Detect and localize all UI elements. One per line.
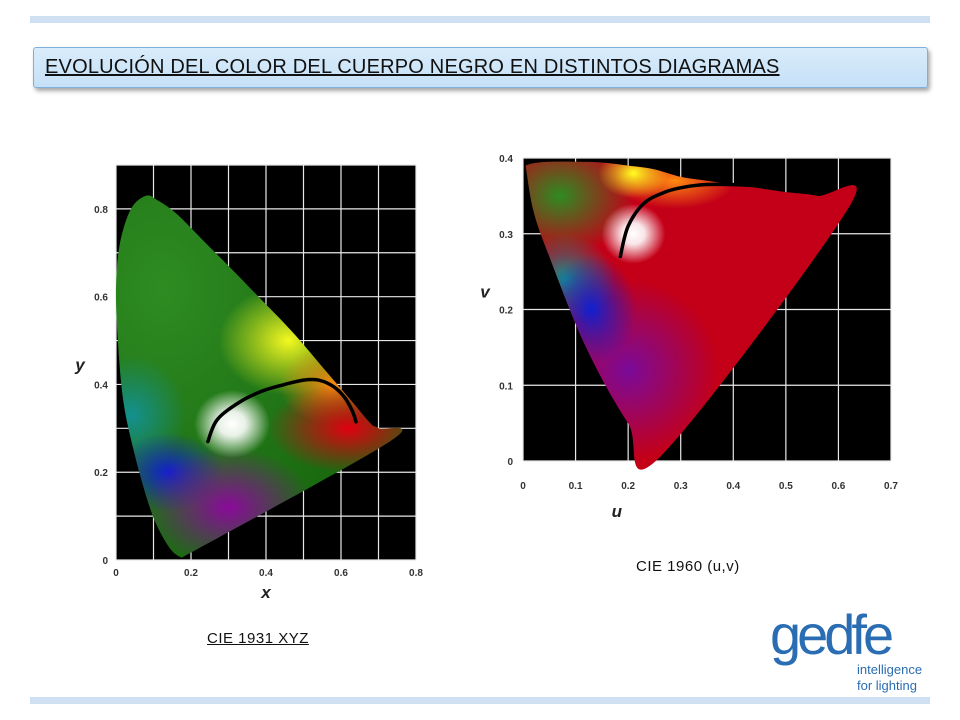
y-axis-label: v: [480, 282, 491, 301]
yellow-region: [598, 161, 669, 199]
x-tick-labels: 0 0.1 0.2 0.3 0.4 0.5 0.6 0.7: [520, 481, 898, 492]
caption-cie-1960: CIE 1960 (u,v): [636, 558, 740, 575]
x-tick-label: 0.3: [674, 481, 688, 492]
x-tick-labels: 0 0.2 0.4 0.6 0.8: [113, 568, 423, 579]
x-tick-label: 0.1: [569, 481, 583, 492]
top-rule: [30, 16, 930, 23]
y-tick-label: 0.3: [499, 230, 513, 241]
x-tick-label: 0.4: [259, 568, 273, 579]
x-tick-label: 0.6: [831, 481, 845, 492]
x-tick-label: 0.7: [884, 481, 898, 492]
x-axis-label: u: [612, 502, 623, 521]
y-tick-label: 0.2: [499, 306, 513, 317]
bottom-rule: [30, 697, 930, 704]
logo-tagline-2: for lighting: [857, 678, 917, 693]
title-box: EVOLUCIÓN DEL COLOR DEL CUERPO NEGRO EN …: [33, 47, 928, 88]
x-tick-label: 0: [520, 481, 526, 492]
x-axis-label: x: [260, 583, 272, 602]
x-tick-label: 0.8: [409, 568, 423, 579]
cie-1960-chart: 0 0.1 0.2 0.3 0.4 0.5 0.6 0.7 0 0.1 0.2 0.3 0.4 u v: [480, 154, 898, 521]
x-tick-label: 0.4: [726, 481, 740, 492]
y-tick-label: 0.4: [499, 154, 513, 165]
logo-wordmark: gedfe: [770, 606, 892, 666]
y-axis-label: y: [74, 355, 86, 374]
gedfe-logo: gedfe intelligence for lighting: [770, 603, 930, 696]
caption-cie-1931: CIE 1931 XYZ: [207, 630, 309, 647]
x-tick-label: 0.2: [621, 481, 635, 492]
y-tick-labels: 0 0.2 0.4 0.6 0.8: [94, 205, 108, 567]
planckian-locus: [206, 377, 358, 444]
cie-1931-chart: 0 0.2 0.4 0.6 0.8 0 0.2 0.4 0.6 0.8 x y: [74, 164, 423, 602]
planckian-locus: [618, 182, 772, 259]
y-tick-label: 0.2: [94, 468, 108, 479]
logo-tagline-1: intelligence: [857, 662, 923, 677]
white-point-region: [601, 203, 666, 264]
y-tick-labels: 0 0.1 0.2 0.3 0.4: [499, 154, 513, 468]
y-tick-label: 0.6: [94, 293, 108, 304]
y-tick-label: 0.4: [94, 380, 108, 391]
y-tick-label: 0: [102, 556, 108, 567]
y-tick-label: 0.1: [499, 381, 513, 392]
x-tick-label: 0.6: [334, 568, 348, 579]
x-tick-label: 0.5: [779, 481, 793, 492]
x-tick-label: 0.2: [184, 568, 198, 579]
white-point-region: [194, 389, 271, 458]
slide-title: EVOLUCIÓN DEL COLOR DEL CUERPO NEGRO EN …: [45, 56, 780, 78]
y-tick-label: 0: [507, 457, 513, 468]
x-tick-label: 0: [113, 568, 119, 579]
y-tick-label: 0.8: [94, 205, 108, 216]
gedfe-wordmark: gedfe: [770, 603, 896, 666]
green-region: [525, 161, 635, 256]
